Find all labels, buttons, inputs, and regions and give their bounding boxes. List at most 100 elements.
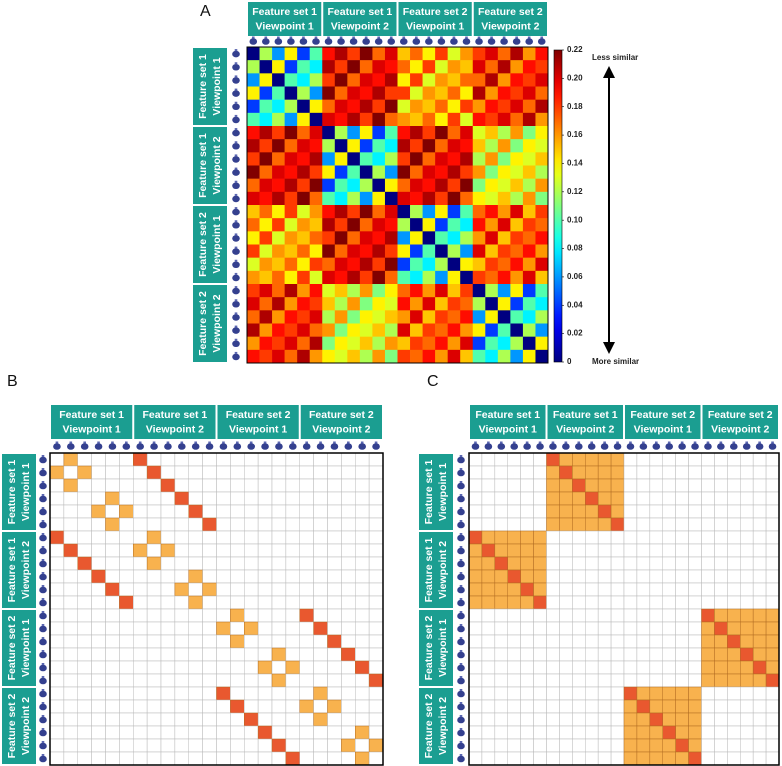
object-icon [39,741,47,750]
panel-label: B [7,373,18,390]
matrix-cell [520,517,534,532]
matrix-cell [133,751,148,766]
heatmap-cell [384,297,398,311]
icon-body [122,443,131,450]
matrix-cell [701,686,715,701]
heatmap-cell [334,323,348,337]
heatmap-cell [309,205,323,219]
heatmap-cell [309,257,323,272]
matrix-cell [559,517,573,532]
matrix-cell [714,751,728,766]
matrix-cell [623,556,638,571]
icon-top [577,441,581,444]
matrix-cell [313,621,328,636]
icon-top [459,494,463,496]
heatmap-cell [284,231,298,245]
icon-top [249,441,253,444]
matrix-cell [520,751,534,766]
icon-body [232,156,240,163]
matrix-cell [285,582,300,597]
matrix-cell [216,699,231,714]
icon-body [233,443,242,450]
heatmap-cell [334,297,348,311]
object-icon [39,455,47,464]
matrix-cell [216,465,231,480]
group-header-text: Feature set 1 [197,133,209,198]
object-icon [457,559,465,568]
matrix-cell [355,634,370,649]
matrix-cell [91,634,106,649]
heatmap-cell [535,231,549,245]
matrix-cell [355,530,370,545]
matrix-cell [63,699,78,714]
object-icon [232,286,240,295]
icon-top [693,441,697,444]
matrix-cell [368,517,384,532]
matrix-cell [313,517,328,532]
matrix-cell [313,608,328,623]
matrix-cell [216,582,231,597]
matrix-border [49,452,384,766]
heatmap-cell [472,218,486,232]
icon-top [629,441,632,444]
heatmap-cell [297,86,311,100]
matrix-cell [765,660,780,675]
matrix-cell [327,452,342,467]
matrix-cell [327,738,342,753]
object-icon [122,441,131,450]
matrix-cell [559,660,573,675]
object-icon [457,585,465,594]
heatmap-cell [397,139,411,153]
matrix-cell [313,751,328,766]
heatmap-cell [347,139,361,153]
heatmap-cell [297,60,311,74]
heatmap-cell [347,86,361,100]
heatmap-cell [397,336,411,351]
matrix-cell [494,478,509,493]
heatmap-cell [334,270,348,285]
matrix-cell [271,504,287,519]
matrix-cell [327,647,342,662]
heatmap-cell [309,112,323,127]
matrix-cell [91,543,106,558]
icon-body [372,443,380,450]
matrix-cell [507,582,521,597]
heatmap-cell [384,349,398,364]
icon-body [39,729,47,737]
icon-body [457,742,465,750]
group-header [702,405,778,439]
matrix-cell [727,660,741,675]
icon-top [251,36,255,39]
matrix-cell [91,647,106,662]
matrix-cell [188,751,203,766]
matrix-cell [119,530,134,545]
matrix-cell [368,751,384,766]
heatmap-cell [347,257,361,272]
matrix-cell [63,504,78,519]
heatmap-cell [522,218,536,232]
matrix-cell [146,751,162,766]
matrix-cell [649,647,663,662]
matrix-cell [119,725,134,740]
heatmap-cell [535,86,549,100]
group-header [193,285,227,362]
matrix-cell [533,686,547,701]
matrix-cell [216,491,231,506]
matrix-cell [230,595,245,610]
matrix-cell [714,543,728,558]
heatmap-cell [510,86,524,100]
matrix-cell [727,725,741,740]
icon-body [312,38,320,45]
heatmap-cell [259,244,273,258]
icon-top [347,441,350,444]
heatmap-cell [435,205,448,219]
object-icon [457,624,465,633]
matrix-cell [313,491,328,506]
matrix-cell [285,595,300,610]
matrix-cell [597,517,612,532]
heatmap-cell [522,270,536,285]
matrix-cell [230,699,245,714]
object-icon [457,533,465,542]
heatmap-cell [522,205,536,219]
matrix-cell [507,556,521,571]
